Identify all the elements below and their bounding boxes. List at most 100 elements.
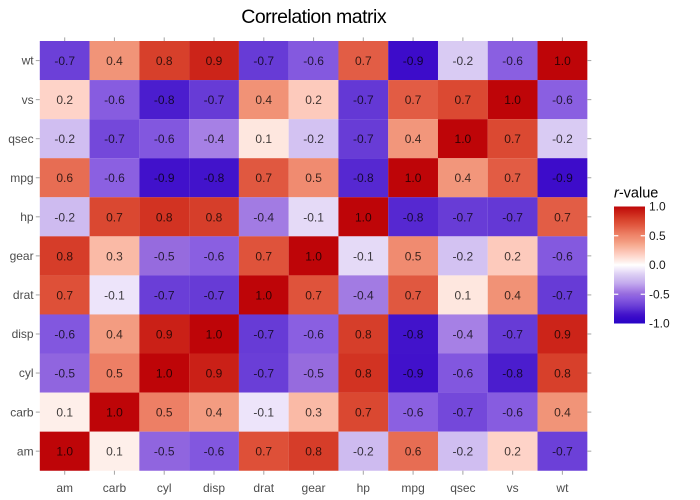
svg-text:0.1: 0.1 xyxy=(455,288,472,302)
svg-text:0.5: 0.5 xyxy=(106,367,123,381)
svg-text:0.8: 0.8 xyxy=(206,210,223,224)
svg-text:0.9: 0.9 xyxy=(554,327,571,341)
svg-text:vs: vs xyxy=(22,93,34,107)
svg-text:-0.5: -0.5 xyxy=(154,445,175,459)
svg-text:-0.2: -0.2 xyxy=(54,210,75,224)
svg-text:0.8: 0.8 xyxy=(554,367,571,381)
svg-text:1.0: 1.0 xyxy=(355,210,372,224)
svg-text:-0.6: -0.6 xyxy=(204,445,225,459)
svg-text:0.5: 0.5 xyxy=(649,229,666,243)
svg-text:-0.6: -0.6 xyxy=(204,249,225,263)
svg-text:-0.7: -0.7 xyxy=(502,327,523,341)
svg-text:vs: vs xyxy=(507,481,519,495)
svg-text:-0.4: -0.4 xyxy=(353,288,374,302)
svg-text:0.1: 0.1 xyxy=(106,445,123,459)
svg-text:0.6: 0.6 xyxy=(405,445,422,459)
svg-text:am: am xyxy=(17,444,34,458)
svg-text:-0.8: -0.8 xyxy=(403,210,424,224)
svg-text:0.8: 0.8 xyxy=(156,210,173,224)
svg-text:-0.7: -0.7 xyxy=(253,54,274,68)
svg-text:0.7: 0.7 xyxy=(504,132,521,146)
svg-text:1.0: 1.0 xyxy=(206,327,223,341)
svg-text:wt: wt xyxy=(555,481,569,495)
svg-text:0.6: 0.6 xyxy=(56,171,73,185)
svg-text:-0.6: -0.6 xyxy=(552,93,573,107)
svg-text:0.4: 0.4 xyxy=(455,171,472,185)
svg-text:-0.6: -0.6 xyxy=(453,367,474,381)
svg-text:-0.6: -0.6 xyxy=(303,327,324,341)
svg-text:-0.2: -0.2 xyxy=(353,445,374,459)
svg-text:-0.7: -0.7 xyxy=(453,210,474,224)
svg-text:0.4: 0.4 xyxy=(405,132,422,146)
svg-text:0.1: 0.1 xyxy=(255,132,272,146)
svg-text:1.0: 1.0 xyxy=(255,288,272,302)
svg-text:hp: hp xyxy=(357,481,371,495)
svg-text:-0.8: -0.8 xyxy=(204,171,225,185)
svg-text:-0.7: -0.7 xyxy=(54,54,75,68)
svg-text:disp: disp xyxy=(12,327,34,341)
svg-text:-0.8: -0.8 xyxy=(353,171,374,185)
svg-text:Correlation matrix: Correlation matrix xyxy=(241,6,387,28)
svg-text:-0.6: -0.6 xyxy=(303,54,324,68)
svg-text:-0.4: -0.4 xyxy=(204,132,225,146)
svg-text:0.4: 0.4 xyxy=(206,406,223,420)
svg-text:-0.9: -0.9 xyxy=(552,171,573,185)
svg-text:-0.7: -0.7 xyxy=(353,93,374,107)
svg-text:cyl: cyl xyxy=(157,481,172,495)
svg-text:disp: disp xyxy=(203,481,225,495)
svg-text:0.0: 0.0 xyxy=(649,258,666,272)
svg-text:-0.6: -0.6 xyxy=(502,406,523,420)
svg-text:0.7: 0.7 xyxy=(56,288,73,302)
svg-text:mpg: mpg xyxy=(401,481,424,495)
svg-text:-0.2: -0.2 xyxy=(303,132,324,146)
svg-text:1.0: 1.0 xyxy=(554,54,571,68)
svg-text:r-value: r-value xyxy=(614,186,658,202)
svg-text:gear: gear xyxy=(302,481,326,495)
svg-text:0.7: 0.7 xyxy=(255,445,272,459)
svg-text:-0.2: -0.2 xyxy=(453,54,474,68)
svg-text:0.5: 0.5 xyxy=(405,249,422,263)
svg-text:qsec: qsec xyxy=(8,132,33,146)
svg-text:0.2: 0.2 xyxy=(504,445,521,459)
svg-text:-0.1: -0.1 xyxy=(253,406,274,420)
svg-text:-0.7: -0.7 xyxy=(104,132,125,146)
svg-text:-0.6: -0.6 xyxy=(154,132,175,146)
svg-text:-0.6: -0.6 xyxy=(502,54,523,68)
svg-text:drat: drat xyxy=(253,481,274,495)
svg-text:0.2: 0.2 xyxy=(56,93,73,107)
svg-text:-0.2: -0.2 xyxy=(453,445,474,459)
svg-text:1.0: 1.0 xyxy=(305,249,322,263)
svg-text:0.3: 0.3 xyxy=(305,406,322,420)
svg-text:-0.9: -0.9 xyxy=(403,367,424,381)
svg-text:-0.6: -0.6 xyxy=(552,249,573,263)
svg-text:1.0: 1.0 xyxy=(649,200,666,214)
svg-text:-0.6: -0.6 xyxy=(104,93,125,107)
svg-text:-0.9: -0.9 xyxy=(154,171,175,185)
svg-text:-0.6: -0.6 xyxy=(403,406,424,420)
svg-text:-1.0: -1.0 xyxy=(649,317,670,331)
svg-text:-0.8: -0.8 xyxy=(403,327,424,341)
svg-text:-0.4: -0.4 xyxy=(253,210,274,224)
svg-text:-0.4: -0.4 xyxy=(453,327,474,341)
svg-text:hp: hp xyxy=(20,210,34,224)
svg-text:-0.1: -0.1 xyxy=(104,288,125,302)
svg-text:-0.6: -0.6 xyxy=(54,327,75,341)
svg-text:-0.2: -0.2 xyxy=(54,132,75,146)
svg-text:-0.7: -0.7 xyxy=(453,406,474,420)
svg-text:-0.7: -0.7 xyxy=(253,327,274,341)
svg-text:0.7: 0.7 xyxy=(355,406,372,420)
svg-text:cyl: cyl xyxy=(19,366,34,380)
svg-text:-0.2: -0.2 xyxy=(453,249,474,263)
svg-text:-0.7: -0.7 xyxy=(204,93,225,107)
svg-text:1.0: 1.0 xyxy=(106,406,123,420)
svg-text:0.7: 0.7 xyxy=(255,171,272,185)
svg-text:-0.1: -0.1 xyxy=(303,210,324,224)
svg-text:carb: carb xyxy=(103,481,127,495)
svg-text:0.4: 0.4 xyxy=(504,288,521,302)
svg-text:-0.7: -0.7 xyxy=(552,445,573,459)
svg-text:-0.8: -0.8 xyxy=(154,93,175,107)
svg-text:0.7: 0.7 xyxy=(554,210,571,224)
svg-text:0.7: 0.7 xyxy=(106,210,123,224)
svg-text:0.2: 0.2 xyxy=(305,93,322,107)
svg-text:0.3: 0.3 xyxy=(106,249,123,263)
